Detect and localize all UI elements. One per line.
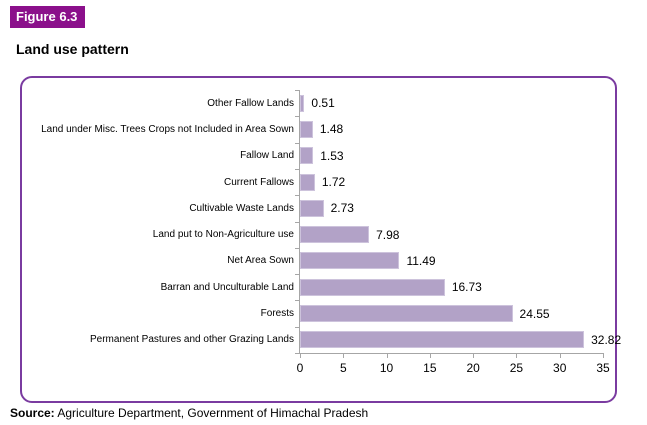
value-label: 1.48	[319, 122, 344, 137]
value-label: 16.73	[451, 280, 482, 295]
x-tick-label: 30	[553, 361, 567, 375]
bar	[300, 252, 400, 270]
x-tick	[343, 353, 345, 358]
x-axis-line	[299, 353, 603, 354]
value-label: 2.73	[330, 201, 354, 216]
category-label: Current Fallows	[223, 176, 294, 188]
bar	[300, 278, 445, 296]
bar	[300, 199, 324, 217]
x-tick	[386, 353, 388, 358]
y-tick	[295, 221, 300, 223]
category-label: Other Fallow Lands	[207, 97, 294, 109]
x-tick	[429, 353, 431, 358]
value-label: 11.49	[406, 253, 436, 268]
category-label: Fallow Land	[240, 150, 294, 162]
x-tick	[516, 353, 518, 358]
value-label: 32.82	[591, 332, 622, 347]
category-label: Land put to Non-Agriculture use	[152, 229, 294, 241]
figure-badge: Figure 6.3	[10, 6, 86, 28]
x-tick-label: 15	[423, 361, 437, 375]
category-label: Net Area Sown	[227, 255, 294, 267]
y-tick	[295, 90, 300, 91]
category-label: Permanent Pastures and other Grazing Lan…	[89, 334, 294, 346]
source-text: Agriculture Department, Government of Hi…	[54, 406, 369, 420]
y-tick	[295, 247, 300, 249]
category-label: Barran and Unculturable Land	[160, 281, 294, 293]
x-tick-label: 35	[596, 361, 610, 375]
y-tick	[295, 142, 300, 144]
x-tick-label: 0	[296, 361, 304, 375]
x-tick-label: 20	[466, 361, 480, 375]
value-label: 24.55	[519, 306, 550, 321]
x-tick	[473, 353, 475, 358]
bar	[300, 305, 513, 323]
source-label: Source:	[10, 406, 55, 420]
x-tick-label: 5	[339, 361, 347, 375]
value-label: 1.72	[321, 175, 346, 190]
category-label: Land under Misc. Trees Crops not Include…	[41, 123, 294, 135]
x-tick	[300, 353, 301, 358]
value-label: 0.51	[311, 96, 335, 111]
bar	[300, 147, 314, 165]
category-label: Forests	[260, 308, 294, 320]
bar	[300, 173, 315, 191]
y-tick	[295, 195, 300, 197]
x-tick	[559, 353, 561, 358]
x-tick-label: 25	[509, 361, 524, 375]
x-tick	[603, 353, 604, 358]
value-label: 1.53	[320, 148, 344, 163]
category-label: Cultivable Waste Lands	[189, 202, 294, 214]
y-tick	[295, 274, 300, 276]
page-title: Land use pattern	[16, 41, 129, 57]
bar	[300, 94, 305, 112]
y-tick	[295, 353, 300, 354]
value-label: 7.98	[376, 227, 400, 242]
y-tick	[295, 300, 300, 302]
y-tick	[295, 116, 300, 118]
y-tick	[295, 168, 300, 170]
y-tick	[295, 326, 300, 328]
bar	[300, 226, 370, 244]
x-tick-label: 10	[379, 361, 394, 375]
bar	[300, 331, 585, 349]
bar	[300, 120, 313, 138]
source-line: Source: Agriculture Department, Governme…	[10, 406, 368, 420]
chart-panel: Other Fallow Lands 0.51 Land under Misc. T…	[20, 76, 621, 403]
